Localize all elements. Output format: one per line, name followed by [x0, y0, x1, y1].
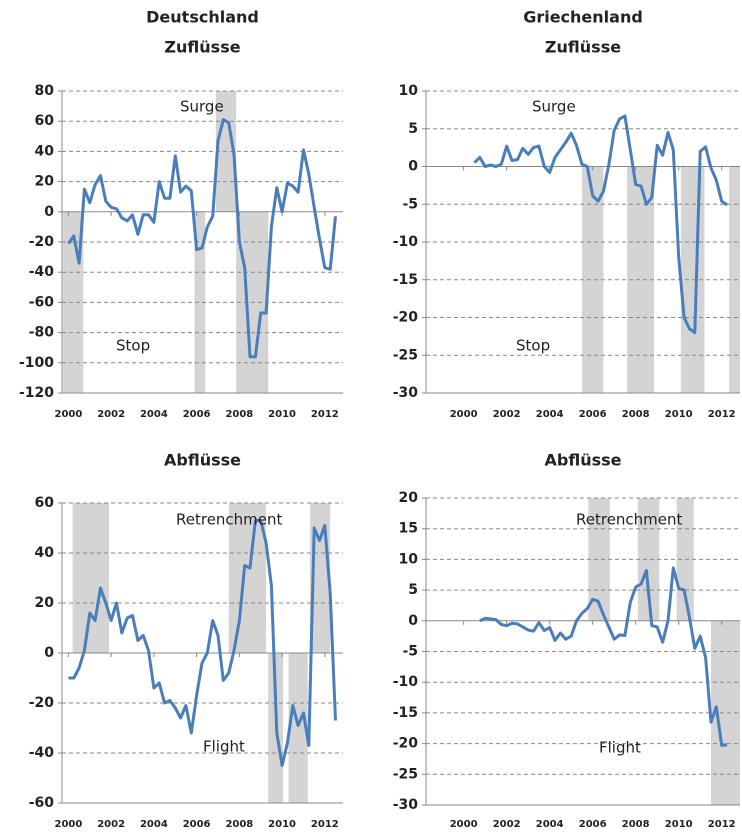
x-tick-label: 2004	[140, 409, 168, 420]
y-tick-label: -60	[29, 795, 55, 811]
y-tick-label: 80	[35, 83, 55, 99]
y-tick-label: -20	[393, 310, 419, 326]
chart-title: Abflüsse	[545, 451, 622, 470]
x-tick-label: 2010	[268, 409, 296, 420]
annotation: Flight	[599, 739, 641, 757]
y-tick-label: 5	[408, 121, 418, 137]
x-tick-label: 2000	[450, 819, 478, 830]
x-tick-label: 2006	[183, 819, 211, 830]
y-tick-label: -100	[19, 355, 54, 371]
y-tick-label: -5	[402, 196, 418, 212]
y-tick-label: 20	[35, 595, 55, 611]
x-tick-label: 2000	[54, 819, 82, 830]
x-tick-label: 2000	[54, 409, 82, 420]
annotation: Retrenchment	[176, 511, 283, 529]
data-line	[67, 118, 337, 359]
x-tick-label: 2010	[665, 819, 693, 830]
x-tick-label: 2012	[708, 819, 736, 830]
x-tick-label: 2008	[622, 819, 650, 830]
y-tick-label: 20	[35, 174, 55, 190]
y-tick-label: 0	[408, 613, 418, 629]
x-tick-label: 2004	[536, 409, 564, 420]
y-tick-label: -40	[29, 264, 55, 280]
y-tick-label: -30	[393, 385, 419, 401]
shaded-period	[228, 503, 267, 653]
x-tick-label: 2008	[622, 409, 650, 420]
x-tick-label: 2004	[536, 819, 564, 830]
x-tick-label: 2012	[311, 409, 339, 420]
y-tick-label: -30	[393, 797, 419, 813]
annotation: Surge	[532, 98, 576, 116]
x-tick-label: 2012	[708, 409, 736, 420]
x-tick-label: 2006	[579, 409, 607, 420]
y-tick-label: 60	[35, 113, 55, 129]
x-tick-label: 2004	[140, 819, 168, 830]
x-tick-label: 2000	[450, 409, 478, 420]
chart-subtitle: Zuflüsse	[164, 38, 240, 57]
y-tick-label: 15	[399, 521, 418, 537]
y-tick-label: 10	[399, 83, 419, 99]
chart-title: Deutschland	[146, 8, 259, 27]
y-tick-label: 40	[35, 143, 55, 159]
x-tick-label: 2002	[493, 819, 521, 830]
shaded-period	[194, 211, 206, 393]
x-tick-label: 2006	[183, 409, 211, 420]
shaded-period	[288, 653, 308, 803]
shaded-period	[72, 503, 110, 653]
y-tick-label: -15	[393, 272, 418, 288]
y-tick-label: -20	[393, 736, 419, 752]
x-tick-label: 2010	[665, 409, 693, 420]
y-tick-label: 0	[44, 645, 54, 661]
y-tick-label: 40	[35, 545, 55, 561]
y-tick-label: -25	[393, 766, 418, 782]
x-tick-label: 2012	[311, 819, 339, 830]
shaded-period	[581, 166, 604, 393]
y-tick-label: -60	[29, 294, 55, 310]
y-tick-label: -10	[393, 674, 419, 690]
chart-title: Abflüsse	[164, 451, 241, 470]
y-tick-label: -20	[29, 234, 55, 250]
x-tick-label: 2002	[493, 409, 521, 420]
annotation: Retrenchment	[576, 511, 683, 529]
chart-title: Griechenland	[523, 8, 643, 27]
data-line	[68, 519, 337, 767]
y-tick-label: 60	[35, 495, 55, 511]
y-tick-label: 0	[44, 204, 54, 220]
y-tick-label: -40	[29, 745, 55, 761]
chart-subtitle: Zuflüsse	[545, 38, 621, 57]
annotation: Stop	[116, 337, 150, 355]
y-tick-label: 0	[408, 159, 418, 175]
data-line	[473, 114, 728, 335]
y-tick-label: 20	[399, 490, 419, 506]
annotation: Stop	[516, 337, 550, 355]
y-tick-label: -20	[29, 695, 55, 711]
y-tick-label: -10	[393, 234, 419, 250]
y-tick-label: -15	[393, 705, 418, 721]
annotation: Surge	[180, 98, 224, 116]
x-tick-label: 2010	[268, 819, 296, 830]
y-tick-label: -25	[393, 347, 418, 363]
x-tick-label: 2008	[225, 819, 253, 830]
data-line	[479, 566, 728, 747]
annotation: Flight	[203, 738, 245, 756]
y-tick-label: 10	[399, 551, 419, 567]
x-tick-label: 2002	[97, 409, 125, 420]
y-tick-label: -80	[29, 325, 55, 341]
x-tick-label: 2008	[225, 409, 253, 420]
x-tick-label: 2006	[579, 819, 607, 830]
y-tick-label: 5	[408, 582, 418, 598]
y-tick-label: -5	[402, 644, 418, 660]
x-tick-label: 2002	[97, 819, 125, 830]
y-tick-label: -120	[19, 385, 54, 401]
